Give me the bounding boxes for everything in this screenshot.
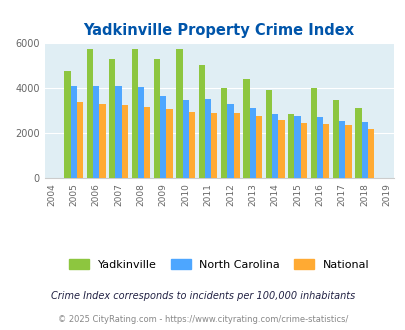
Bar [131, 49, 137, 178]
Bar [227, 104, 233, 178]
Bar [211, 113, 217, 178]
Bar [99, 104, 105, 178]
Bar [322, 124, 328, 178]
Bar [176, 49, 182, 178]
Bar [354, 108, 361, 178]
Bar [278, 119, 284, 178]
Bar [70, 86, 77, 178]
Bar [220, 88, 227, 178]
Bar [205, 99, 211, 178]
Bar [109, 59, 115, 178]
Bar [367, 129, 373, 178]
Legend: Yadkinville, North Carolina, National: Yadkinville, North Carolina, National [65, 254, 373, 274]
Bar [345, 125, 351, 178]
Bar [198, 65, 205, 178]
Bar [361, 122, 367, 178]
Bar [271, 114, 278, 178]
Bar [332, 100, 338, 178]
Bar [153, 59, 160, 178]
Bar [122, 105, 128, 178]
Bar [265, 90, 271, 178]
Bar [338, 121, 345, 178]
Bar [243, 79, 249, 178]
Bar [233, 113, 239, 178]
Bar [87, 49, 93, 178]
Bar [310, 88, 316, 178]
Text: Crime Index corresponds to incidents per 100,000 inhabitants: Crime Index corresponds to incidents per… [51, 291, 354, 301]
Bar [182, 100, 188, 178]
Bar [294, 116, 300, 178]
Bar [249, 108, 255, 178]
Bar [64, 71, 70, 178]
Bar [115, 86, 122, 178]
Bar [77, 102, 83, 178]
Bar [93, 86, 99, 178]
Bar [288, 114, 294, 178]
Title: Yadkinville Property Crime Index: Yadkinville Property Crime Index [83, 22, 354, 38]
Bar [144, 107, 150, 178]
Bar [255, 116, 262, 178]
Bar [137, 87, 144, 178]
Bar [300, 123, 306, 178]
Bar [160, 96, 166, 178]
Bar [188, 112, 194, 178]
Bar [316, 117, 322, 178]
Text: © 2025 CityRating.com - https://www.cityrating.com/crime-statistics/: © 2025 CityRating.com - https://www.city… [58, 315, 347, 324]
Bar [166, 110, 172, 178]
